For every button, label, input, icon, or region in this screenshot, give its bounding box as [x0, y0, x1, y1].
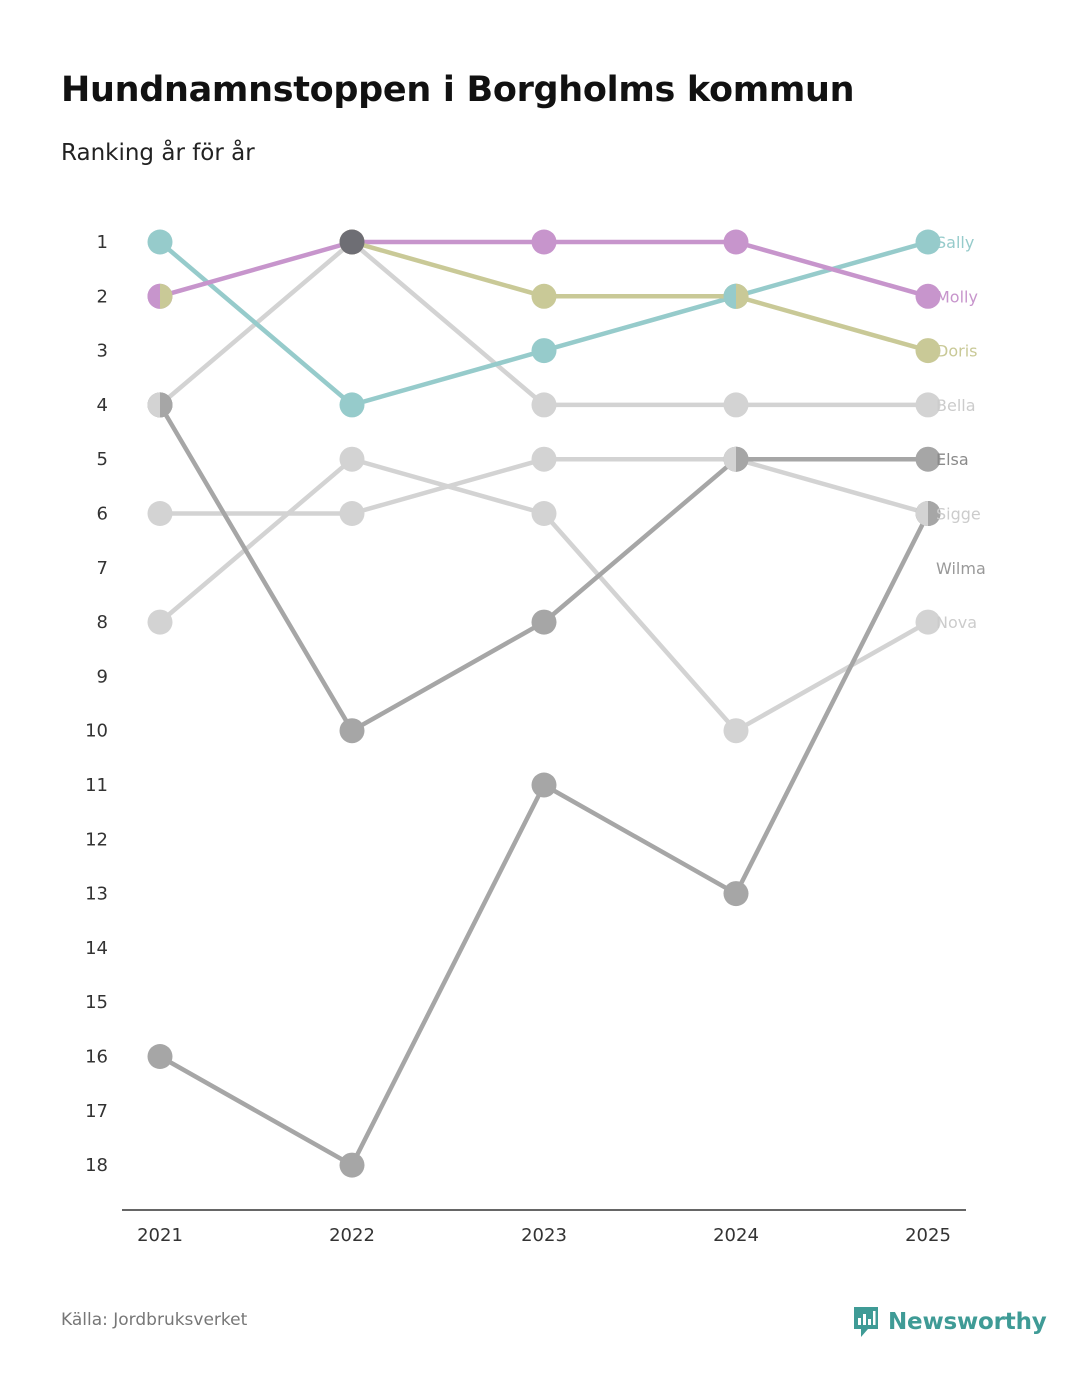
data-point-nova	[723, 718, 749, 744]
data-point-sally	[531, 338, 557, 364]
y-tick-label: 3	[97, 341, 108, 362]
data-point-elsa	[339, 1152, 365, 1178]
shared-data-point-left-half	[723, 283, 736, 309]
data-point-molly	[915, 283, 941, 309]
data-point-sally	[339, 392, 365, 418]
data-point-nova	[915, 609, 941, 635]
shared-data-point-left-half	[147, 392, 160, 418]
data-point-molly	[723, 229, 749, 255]
y-tick-label: 16	[85, 1047, 108, 1068]
shared-data-point-right-half	[160, 392, 173, 418]
chart-title: Hundnamnstoppen i Borgholms kommun	[61, 70, 855, 110]
data-point-sally	[147, 229, 173, 255]
y-tick-label: 5	[97, 449, 108, 470]
data-point-sigge	[339, 501, 365, 526]
end-label-nova: Nova	[936, 613, 977, 632]
y-tick-label: 13	[85, 884, 108, 905]
x-tick-label: 2023	[521, 1225, 567, 1246]
series-line-nova	[157, 456, 931, 733]
series-line-doris	[349, 239, 931, 353]
x-tick-label: 2022	[329, 1225, 375, 1246]
data-point-sigge	[531, 446, 557, 472]
data-point-bella	[723, 392, 749, 418]
y-tick-label: 12	[85, 829, 108, 850]
x-tick-label: 2025	[905, 1225, 951, 1246]
data-point-elsa	[723, 881, 749, 907]
data-point-elsa	[531, 772, 557, 798]
data-point-wilma	[531, 609, 557, 635]
data-point-wilma	[915, 446, 941, 472]
y-tick-label: 7	[97, 558, 108, 579]
y-tick-label: 6	[97, 504, 108, 525]
shared-data-point-left-half	[723, 446, 736, 472]
shared-data-point-right-half	[928, 501, 941, 526]
shared-data-point	[339, 229, 365, 255]
data-point-molly	[531, 229, 557, 255]
data-point-nova	[339, 446, 365, 472]
source-note: Källa: Jordbruksverket	[61, 1310, 248, 1330]
end-label-molly: Molly	[936, 287, 978, 306]
series-line-sally	[157, 239, 931, 408]
brand-logo[interactable]: Newsworthy	[852, 1304, 1047, 1340]
newsworthy-logo-icon	[854, 1307, 878, 1337]
data-point-elsa	[147, 1044, 173, 1069]
data-point-bella	[915, 392, 941, 418]
shared-data-point-left-half	[915, 501, 928, 526]
end-label-doris: Doris	[936, 342, 977, 361]
y-tick-label: 4	[97, 395, 108, 416]
end-label-sigge: Sigge	[936, 505, 981, 524]
series-lines	[157, 239, 931, 1168]
shared-data-point-left-half	[147, 283, 160, 309]
shared-data-point-right-half	[736, 283, 749, 309]
chart-subtitle: Ranking år för år	[61, 140, 255, 166]
y-tick-label: 10	[85, 721, 108, 742]
series-dots	[147, 229, 941, 1178]
x-axis-ticks: 2021 2022 2023 2024 2025	[137, 1225, 951, 1246]
series-line-bella	[157, 239, 931, 408]
y-tick-label: 15	[85, 992, 108, 1013]
end-label-bella: Bella	[936, 396, 976, 415]
y-tick-label: 17	[85, 1101, 108, 1122]
y-tick-label: 14	[85, 938, 108, 959]
data-point-bella	[531, 392, 557, 418]
y-tick-label: 9	[97, 666, 108, 687]
data-point-doris	[915, 338, 941, 364]
y-tick-label: 2	[97, 286, 108, 307]
data-point-sally	[915, 229, 941, 255]
y-tick-label: 18	[85, 1155, 108, 1176]
shared-data-point-right-half	[160, 283, 173, 309]
end-labels: Sally Molly Doris Bella Elsa Sigge Wilma Nova	[936, 233, 986, 632]
brand-name: Newsworthy	[888, 1309, 1047, 1335]
data-point-wilma	[339, 718, 365, 744]
end-label-wilma: Wilma	[936, 559, 986, 578]
x-tick-label: 2024	[713, 1225, 759, 1246]
y-tick-label: 1	[97, 232, 108, 253]
data-point-nova	[531, 501, 557, 526]
data-point-sigge	[147, 501, 173, 526]
y-tick-label: 11	[85, 775, 108, 796]
end-label-elsa: Elsa	[936, 450, 969, 469]
end-label-sally: Sally	[936, 233, 974, 252]
data-point-doris	[531, 283, 557, 309]
data-point-nova	[147, 609, 173, 635]
shared-data-point-right-half	[736, 446, 749, 472]
y-tick-label: 8	[97, 612, 108, 633]
x-tick-label: 2021	[137, 1225, 183, 1246]
